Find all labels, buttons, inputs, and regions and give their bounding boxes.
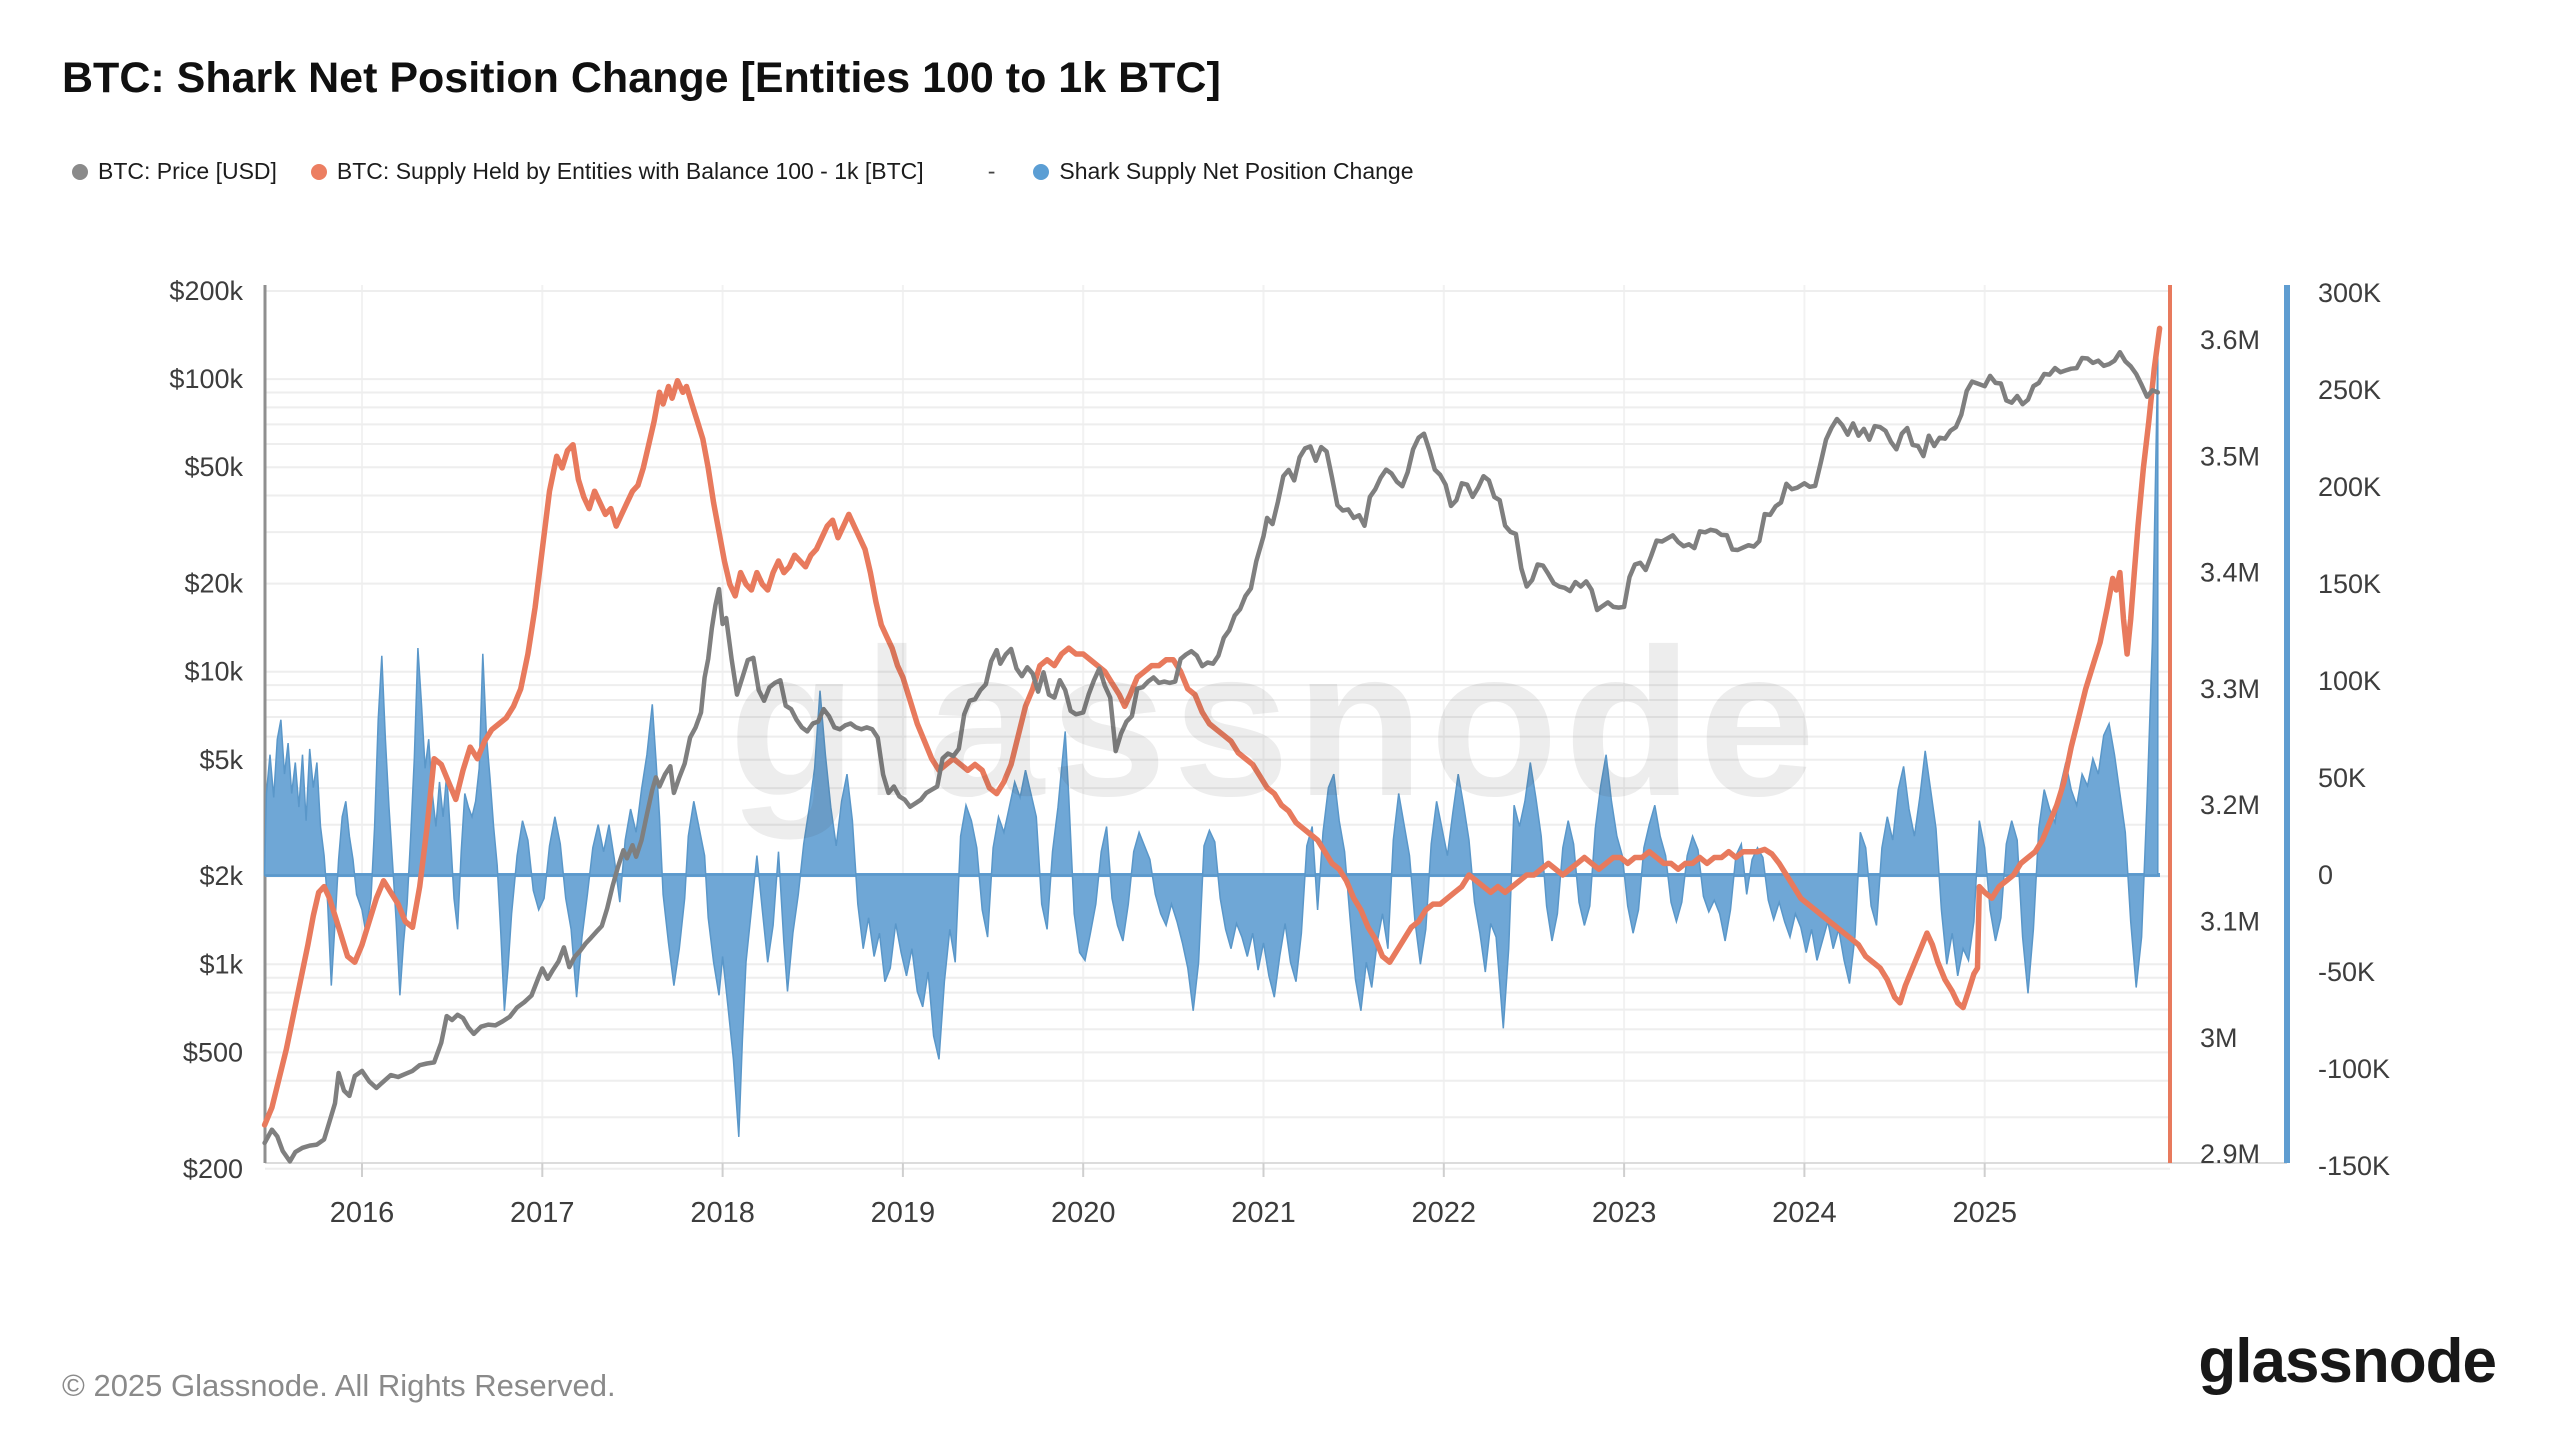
- glassnode-logo: glassnode: [2198, 1327, 2497, 1396]
- svg-text:200K: 200K: [2318, 472, 2381, 502]
- svg-text:300K: 300K: [2318, 278, 2381, 308]
- svg-text:2024: 2024: [1772, 1197, 1837, 1229]
- svg-text:3.2M: 3.2M: [2200, 790, 2260, 820]
- svg-text:$20k: $20k: [184, 569, 243, 599]
- npc-axis-labels: 300K 250K 200K 150K 100K 50K 0 -50K -100K -150K: [2318, 278, 2390, 1181]
- svg-text:3.4M: 3.4M: [2200, 558, 2260, 588]
- x-axis: [265, 1162, 2287, 1177]
- svg-text:100K: 100K: [2318, 666, 2381, 696]
- svg-text:3.6M: 3.6M: [2200, 325, 2260, 355]
- supply-line-series: [261, 325, 2163, 1128]
- svg-text:$10k: $10k: [184, 657, 243, 687]
- svg-text:$5k: $5k: [199, 745, 243, 775]
- svg-text:2.9M: 2.9M: [2200, 1139, 2260, 1169]
- price-axis-labels: $200k $100k $50k $20k $10k $5k $2k $1k $500 $200: [169, 276, 243, 1184]
- svg-text:$200k: $200k: [169, 276, 243, 306]
- svg-text:2022: 2022: [1412, 1197, 1477, 1229]
- legend-label-npc: Shark Supply Net Position Change: [1059, 158, 1414, 184]
- svg-text:2017: 2017: [510, 1197, 575, 1229]
- legend-label-price: BTC: Price [USD]: [98, 158, 277, 184]
- legend-item-price[interactable]: BTC: Price [USD]: [72, 158, 277, 185]
- svg-text:2019: 2019: [871, 1197, 936, 1229]
- supply-axis-labels: 3.6M 3.5M 3.4M 3.3M 3.2M 3.1M 3M 2.9M: [2200, 325, 2260, 1169]
- svg-text:3.5M: 3.5M: [2200, 441, 2260, 471]
- svg-text:2016: 2016: [330, 1197, 395, 1229]
- grid-vertical-years: [361, 285, 1986, 1163]
- svg-text:50K: 50K: [2318, 763, 2366, 793]
- page-title: BTC: Shark Net Position Change [Entities…: [62, 54, 1221, 102]
- svg-text:3.1M: 3.1M: [2200, 907, 2260, 937]
- svg-text:$1k: $1k: [199, 949, 243, 979]
- svg-text:$50k: $50k: [184, 452, 243, 482]
- legend-dot-supply-icon: [310, 163, 327, 180]
- grid-horizontal-log: [265, 290, 2170, 1170]
- legend-dot-npc-icon: [1033, 163, 1050, 180]
- svg-text:2023: 2023: [1592, 1197, 1657, 1229]
- svg-text:$100k: $100k: [169, 364, 243, 394]
- svg-text:3.3M: 3.3M: [2200, 674, 2260, 704]
- svg-text:2021: 2021: [1231, 1197, 1296, 1229]
- chart-legend: BTC: Price [USD] BTC: Supply Held by Ent…: [72, 158, 1414, 185]
- svg-text:2020: 2020: [1051, 1197, 1116, 1229]
- svg-text:$2k: $2k: [199, 861, 243, 891]
- legend-label-supply: BTC: Supply Held by Entities with Balanc…: [336, 158, 924, 184]
- svg-text:3M: 3M: [2200, 1023, 2238, 1053]
- copyright-text: © 2025 Glassnode. All Rights Reserved.: [62, 1368, 616, 1403]
- legend-item-supply[interactable]: BTC: Supply Held by Entities with Balanc…: [310, 158, 924, 185]
- svg-text:-50K: -50K: [2318, 957, 2375, 987]
- svg-text:2025: 2025: [1952, 1197, 2017, 1229]
- price-line-series: [262, 349, 2161, 1164]
- svg-text:150K: 150K: [2318, 569, 2381, 599]
- legend-item-npc[interactable]: Shark Supply Net Position Change: [1033, 158, 1414, 185]
- svg-text:250K: 250K: [2318, 375, 2381, 405]
- legend-separator: -: [987, 158, 996, 184]
- svg-text:$500: $500: [183, 1037, 243, 1067]
- year-axis-labels: 2016 2017 2018 2019 2020 2021 2022 2023 2024 2025: [330, 1197, 2017, 1229]
- svg-text:0: 0: [2318, 860, 2333, 890]
- svg-text:2018: 2018: [690, 1197, 755, 1229]
- svg-text:-100K: -100K: [2318, 1054, 2390, 1084]
- svg-text:-150K: -150K: [2318, 1151, 2390, 1181]
- glassnode-watermark: glassnode: [729, 605, 1822, 840]
- legend-dot-price-icon: [72, 163, 88, 180]
- svg-text:$200: $200: [183, 1154, 243, 1184]
